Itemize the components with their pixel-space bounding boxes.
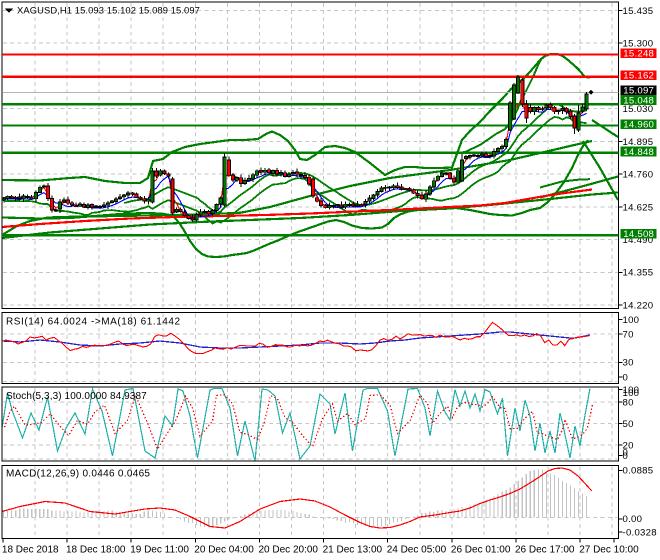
svg-text:50: 50 [623,419,634,430]
svg-text:14.625: 14.625 [623,202,654,213]
svg-text:15.048: 15.048 [623,95,654,106]
svg-text:0: 0 [623,448,629,459]
svg-text:14.355: 14.355 [623,268,654,279]
svg-text:14.895: 14.895 [623,137,654,148]
svg-text:20 Dec 20:00: 20 Dec 20:00 [259,545,319,556]
svg-text:14.508: 14.508 [623,229,654,240]
svg-text:0.00: 0.00 [623,514,643,525]
svg-text:18 Dec 2018: 18 Dec 2018 [2,545,59,556]
svg-text:26 Dec 17:00: 26 Dec 17:00 [515,545,575,556]
svg-text:18 Dec 18:00: 18 Dec 18:00 [66,545,126,556]
svg-text:20: 20 [623,441,634,452]
svg-text:100: 100 [623,385,640,396]
svg-text:15.300: 15.300 [623,39,654,50]
svg-text:100: 100 [623,388,640,399]
svg-text:26 Dec 01:00: 26 Dec 01:00 [451,545,511,556]
svg-text:15.435: 15.435 [623,6,654,17]
svg-text:15.162: 15.162 [623,71,654,82]
svg-text:0: 0 [623,372,629,383]
svg-text:XAGUSD,H1 15.093 15.102 15.08: XAGUSD,H1 15.093 15.102 15.089 15.097 [17,5,200,16]
svg-text:0.0885: 0.0885 [623,466,654,477]
svg-text:21 Dec 13:00: 21 Dec 13:00 [323,545,383,556]
svg-text:14.848: 14.848 [623,147,654,158]
svg-text:RSI(14) 64.0024 ->MA(18) 61.1: RSI(14) 64.0024 ->MA(18) 61.1442 [6,317,181,328]
svg-text:MACD(12,26,9) 0.0446 0.0465: MACD(12,26,9) 0.0446 0.0465 [6,469,150,480]
svg-text:30: 30 [623,358,634,369]
svg-text:80: 80 [623,397,634,408]
svg-text:19 Dec 11:00: 19 Dec 11:00 [130,545,189,556]
svg-text:24 Dec 05:00: 24 Dec 05:00 [387,545,447,556]
svg-text:20 Dec 04:00: 20 Dec 04:00 [194,545,254,556]
svg-text:0: 0 [623,451,629,462]
svg-text:15.097: 15.097 [623,86,654,97]
svg-text:-0.0328: -0.0328 [623,528,657,539]
svg-text:14.220: 14.220 [623,300,654,311]
svg-text:Stoch(5,3,3) 100.0000 84.9387: Stoch(5,3,3) 100.0000 84.9387 [6,391,147,402]
svg-text:27 Dec 10:00: 27 Dec 10:00 [579,545,639,556]
svg-text:15.030: 15.030 [623,104,654,115]
svg-text:100: 100 [623,315,640,326]
svg-text:70: 70 [623,330,634,341]
svg-text:14.490: 14.490 [623,235,654,246]
svg-text:14.960: 14.960 [623,120,654,131]
svg-text:15.248: 15.248 [623,49,654,60]
svg-text:14.760: 14.760 [623,170,654,181]
